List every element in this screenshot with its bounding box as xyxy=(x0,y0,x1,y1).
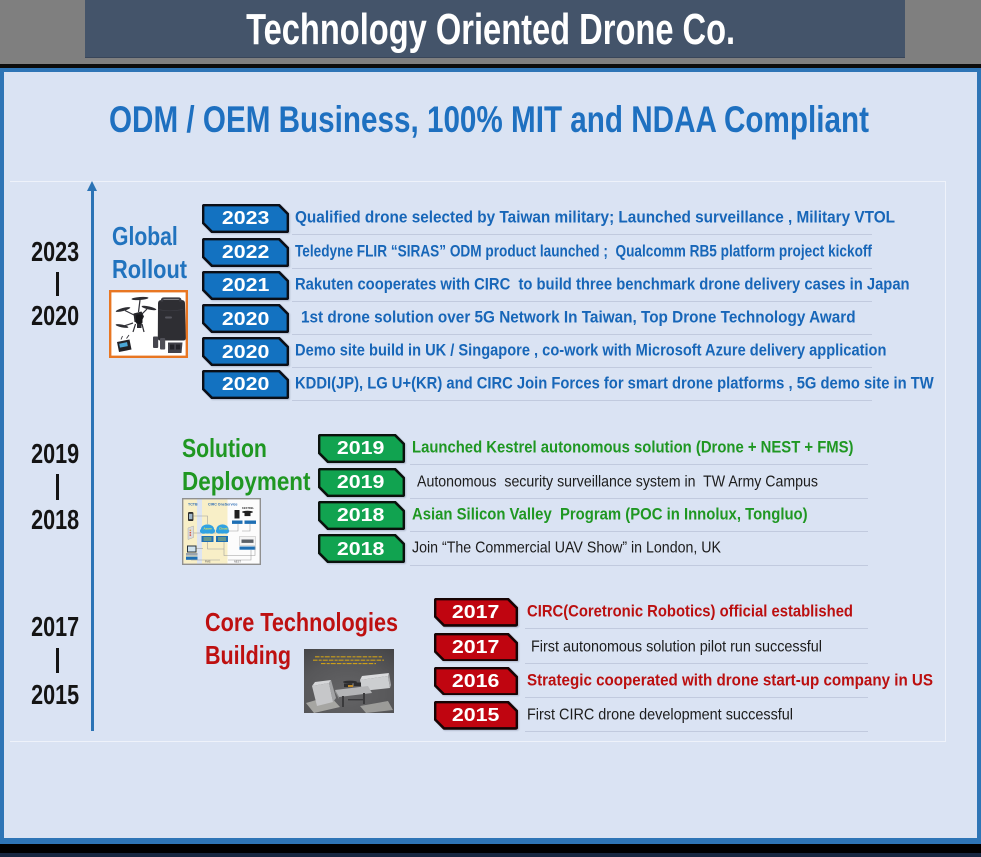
svg-text:TCTB: TCTB xyxy=(188,503,198,507)
svg-text:Cloud: Cloud xyxy=(219,527,228,531)
svg-text:CIRC OneService: CIRC OneService xyxy=(208,503,238,507)
svg-text:FMS: FMS xyxy=(205,559,211,563)
svg-text:KESTREL: KESTREL xyxy=(242,506,255,510)
svg-text:Azure: Azure xyxy=(204,527,213,531)
svg-text:NEST: NEST xyxy=(234,559,241,563)
